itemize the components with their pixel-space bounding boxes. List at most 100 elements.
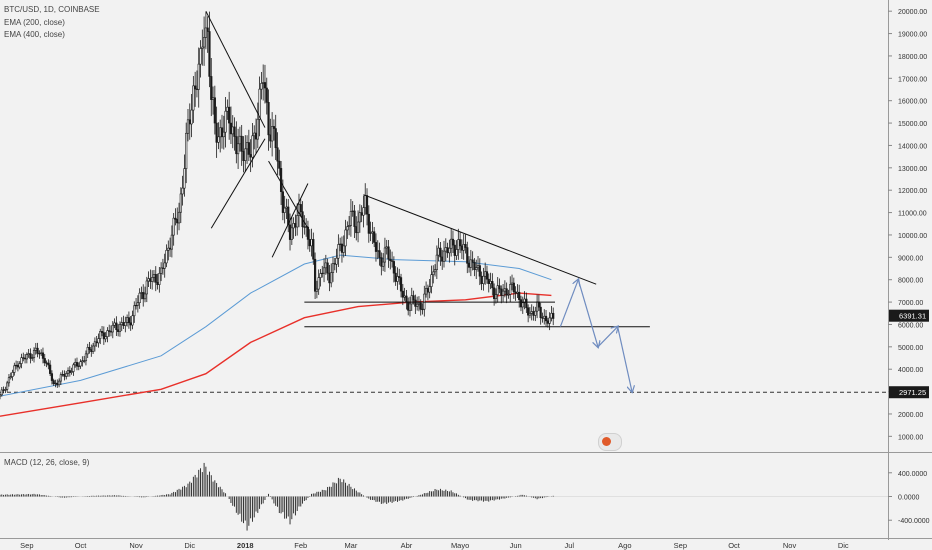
candle-body — [66, 370, 70, 374]
forecast-arrow — [577, 279, 598, 347]
candle-body — [494, 294, 498, 299]
candle-body — [299, 204, 302, 213]
candle-body — [145, 280, 148, 295]
candle-body — [279, 168, 283, 193]
candle-body — [552, 312, 555, 319]
candle-body — [326, 262, 329, 274]
price-tick-label: 6000.00 — [898, 322, 923, 329]
candle-body — [330, 272, 333, 284]
candle-body — [376, 250, 379, 252]
candle-body — [20, 357, 23, 364]
candle-body — [324, 262, 327, 269]
candle-body — [308, 239, 311, 247]
price-tick-label: 7000.00 — [898, 300, 923, 307]
candle-body — [446, 247, 449, 254]
candle-body — [127, 317, 131, 324]
candle-body — [108, 330, 111, 332]
symbol-label[interactable]: BTC/USD, 1D, COINBASE — [4, 5, 100, 14]
candle-body — [383, 247, 387, 263]
forecast-arrow — [617, 326, 632, 392]
candle-body — [27, 353, 30, 355]
candle-body — [68, 370, 71, 373]
price-tick-label: 17000.00 — [898, 76, 927, 83]
time-tick-label: Mayo — [451, 541, 469, 550]
candle-body — [265, 87, 268, 103]
candle-body — [183, 168, 186, 189]
candle-body — [47, 362, 50, 366]
candle-body — [328, 272, 331, 284]
price-tick-label: 11000.00 — [898, 211, 927, 218]
time-tick-label: Sep — [674, 541, 687, 550]
candle-body — [473, 261, 476, 271]
candle-body — [240, 135, 243, 152]
price-tick-label: 16000.00 — [898, 99, 927, 106]
candle-body — [464, 244, 467, 248]
ema200-legend[interactable]: EMA (200, close) — [4, 18, 65, 27]
candle-body — [253, 132, 256, 137]
candle-body — [15, 364, 18, 367]
candle-body — [428, 286, 431, 293]
candle-body — [0, 394, 2, 397]
candle-body — [70, 371, 73, 373]
price-tick-label: 4000.00 — [898, 367, 923, 374]
candle-body — [467, 263, 471, 268]
candle-body — [398, 276, 401, 278]
candle-body — [457, 239, 460, 250]
candle-body — [254, 132, 258, 140]
candle-body — [219, 127, 222, 138]
candle-body — [525, 298, 528, 309]
candle-body — [140, 292, 143, 294]
candle-body — [16, 364, 20, 368]
price-tick-label: 8000.00 — [898, 278, 923, 285]
candle-body — [267, 102, 270, 136]
candle-body — [181, 187, 184, 195]
candle-body — [245, 142, 249, 150]
candle-body — [310, 239, 313, 247]
candle-body — [263, 82, 267, 89]
candle-body — [147, 278, 150, 282]
candle-body — [172, 217, 175, 236]
candle-body — [93, 341, 96, 347]
ema400-legend[interactable]: EMA (400, close) — [4, 30, 65, 39]
candle-body — [315, 288, 318, 292]
candle-body — [335, 257, 338, 265]
candle-body — [43, 358, 46, 364]
price-tick-label: 13000.00 — [898, 166, 927, 173]
candle-body — [498, 285, 501, 290]
price-tick-label: 9000.00 — [898, 255, 923, 262]
price-tick-label: 15000.00 — [898, 121, 927, 128]
candle-body — [32, 350, 36, 358]
candle-body — [349, 211, 353, 226]
candle-body — [11, 372, 14, 377]
candle-body — [22, 357, 25, 359]
candle-body — [192, 85, 195, 111]
candle-body — [138, 292, 141, 303]
time-tick-label: Jul — [565, 541, 575, 550]
candle-body — [224, 110, 227, 133]
candle-body — [541, 317, 544, 319]
candle-body — [269, 134, 272, 142]
candle-body — [36, 347, 39, 354]
candle-body — [365, 195, 369, 215]
candle-body — [120, 322, 123, 326]
candle-body — [466, 247, 469, 264]
candle-body — [437, 247, 440, 256]
candle-body — [462, 244, 465, 251]
price-tag-label: 6391.31 — [899, 312, 926, 321]
candle-body — [290, 227, 293, 240]
macd-tick-label: -400.0000 — [898, 518, 930, 525]
macd-legend[interactable]: MACD (12, 26, close, 9) — [4, 458, 90, 467]
candle-body — [131, 315, 134, 326]
candle-body — [211, 97, 215, 100]
candle-body — [134, 304, 138, 307]
candle-body — [360, 212, 363, 216]
candle-body — [432, 271, 435, 276]
candle-body — [201, 46, 204, 49]
candle-body — [228, 106, 231, 124]
candle-body — [204, 27, 207, 38]
candle-body — [516, 291, 519, 294]
candle-body — [478, 265, 481, 277]
candle-body — [170, 234, 173, 250]
candle-body — [380, 257, 383, 267]
